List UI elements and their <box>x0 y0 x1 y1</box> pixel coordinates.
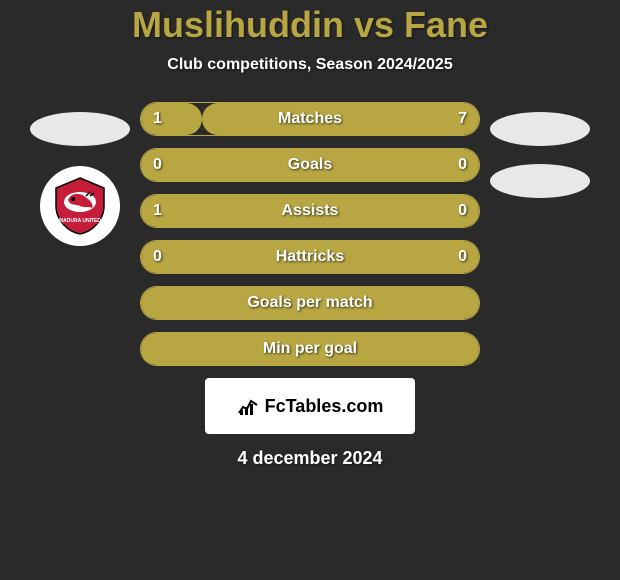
stat-bar: Matches1 7 <box>140 102 480 136</box>
chart-icon <box>237 395 259 417</box>
stat-label: Hattricks <box>141 248 479 266</box>
stat-label: Goals per match <box>141 294 479 312</box>
page-title: Muslihuddin vs Fane <box>132 4 488 46</box>
shield-icon: MADURA UNITED <box>50 176 110 236</box>
team-badge-left: MADURA UNITED <box>40 166 120 246</box>
stat-value-left: 0 <box>153 248 162 266</box>
stat-value-right: 0 <box>458 202 467 220</box>
comparison-card: Muslihuddin vs Fane Club competitions, S… <box>0 0 620 580</box>
stat-bar: Min per goal <box>140 332 480 366</box>
right-logo-column <box>490 102 590 366</box>
svg-text:MADURA UNITED: MADURA UNITED <box>59 218 101 224</box>
stat-label: Assists <box>141 202 479 220</box>
page-subtitle: Club competitions, Season 2024/2025 <box>167 56 452 74</box>
stat-value-left: 0 <box>153 156 162 174</box>
stat-label: Matches <box>141 110 479 128</box>
stats-bars: Matches17Goals00Assists10Hattricks00Goal… <box>140 102 480 366</box>
stat-bar: Assists1 0 <box>140 194 480 228</box>
brand-text: FcTables.com <box>265 396 384 417</box>
stat-value-right: 7 <box>458 110 467 128</box>
left-logo-column: MADURA UNITED <box>30 102 130 366</box>
player-placeholder-left <box>30 112 130 146</box>
player-placeholder-right-2 <box>490 164 590 198</box>
stat-label: Goals <box>141 156 479 174</box>
main-area: MADURA UNITED Matches17Goals00Assists10H… <box>0 102 620 366</box>
stat-value-right: 0 <box>458 248 467 266</box>
stat-label: Min per goal <box>141 340 479 358</box>
stat-bar: Goals0 0 <box>140 148 480 182</box>
stat-bar: Goals per match <box>140 286 480 320</box>
player-placeholder-right-1 <box>490 112 590 146</box>
brand-logo: FcTables.com <box>205 378 415 434</box>
date-text: 4 december 2024 <box>237 448 382 469</box>
stat-value-left: 1 <box>153 202 162 220</box>
stat-bar: Hattricks0 0 <box>140 240 480 274</box>
stat-value-left: 1 <box>153 110 162 128</box>
stat-value-right: 0 <box>458 156 467 174</box>
